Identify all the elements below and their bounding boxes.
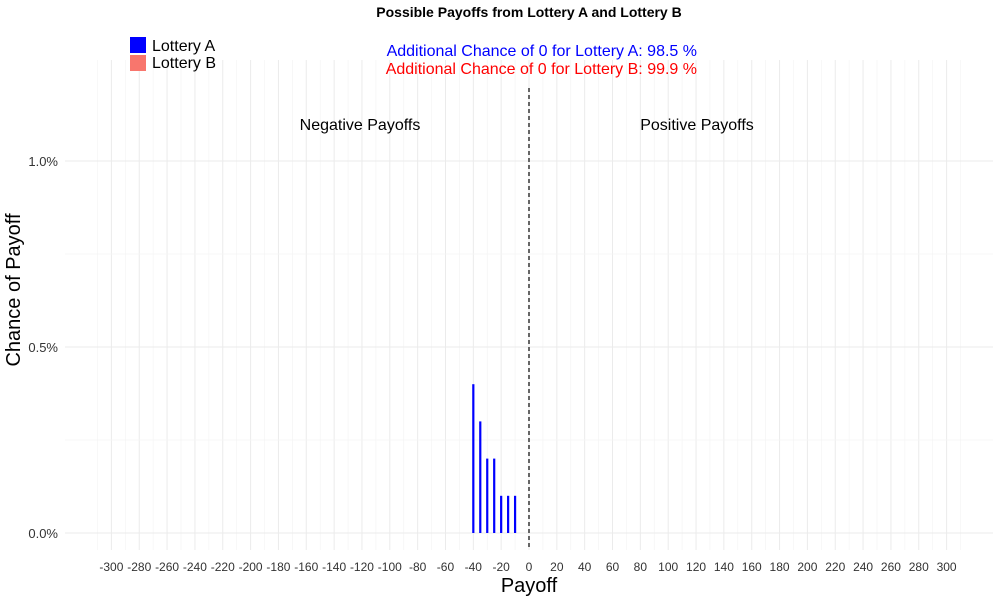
x-tick-label: -180 [266,560,290,574]
x-tick-label: -240 [183,560,207,574]
x-tick-label: 200 [797,560,817,574]
x-tick-label: 60 [606,560,620,574]
bars [472,384,517,533]
y-tick-label: 0.5% [28,340,58,355]
x-tick-label: 80 [634,560,648,574]
y-axis-ticks: 0.0% 0.5% 1.0% [28,154,58,541]
x-tick-label: -220 [211,560,235,574]
legend-swatch-lottery-a [130,37,146,53]
x-tick-label: -280 [127,560,151,574]
negative-payoffs-label: Negative Payoffs [300,117,421,134]
y-tick-label: 1.0% [28,154,58,169]
x-tick-label: 20 [550,560,564,574]
x-tick-label: 280 [909,560,929,574]
x-tick-label: 260 [881,560,901,574]
lottery-a-zero-chance-note: Additional Chance of 0 for Lottery A: 98… [387,43,697,60]
x-tick-label: -20 [492,560,510,574]
legend-label-lottery-b: Lottery B [152,55,216,72]
x-tick-label: -40 [465,560,483,574]
x-tick-label: 40 [578,560,592,574]
lottery-b-zero-chance-note: Additional Chance of 0 for Lottery B: 99… [386,61,697,78]
x-tick-label: 160 [742,560,762,574]
x-tick-label: 240 [853,560,873,574]
x-tick-label: -260 [155,560,179,574]
grid [65,60,993,550]
bar-lottery-a-6 [513,495,517,533]
bar-lottery-a-1 [479,421,482,533]
legend: Lottery A Lottery B [130,37,216,72]
x-tick-label: 0 [526,560,533,574]
legend-label-lottery-a: Lottery A [152,38,215,55]
x-axis-title: Payoff [501,575,558,597]
x-tick-label: 300 [937,560,957,574]
bar-lottery-a-0 [472,384,475,533]
x-tick-label: -200 [239,560,263,574]
y-axis-title: Chance of Payoff [3,213,25,367]
x-tick-label: 220 [825,560,845,574]
x-tick-label: 180 [770,560,790,574]
positive-payoffs-label: Positive Payoffs [640,117,754,134]
bar-lottery-a-5 [507,495,510,533]
x-tick-label: -140 [322,560,346,574]
x-tick-label: -60 [437,560,455,574]
y-tick-label: 0.0% [28,526,58,541]
chart-title: Possible Payoffs from Lottery A and Lott… [376,4,681,20]
x-tick-label: -100 [378,560,402,574]
bar-lottery-a-3 [493,458,496,533]
x-tick-label: 120 [686,560,706,574]
x-tick-label: 140 [714,560,734,574]
bar-lottery-a-2 [486,458,489,533]
x-tick-label: -80 [409,560,427,574]
x-tick-label: -160 [294,560,318,574]
x-axis-ticks: -300 -280 -260 -240 -220 -200 -180 -160 -140 -120… [99,560,957,574]
x-tick-label: 100 [658,560,678,574]
x-tick-label: -120 [350,560,374,574]
legend-swatch-lottery-b [130,55,146,71]
x-tick-label: -300 [99,560,123,574]
bar-lottery-a-4 [500,495,503,533]
